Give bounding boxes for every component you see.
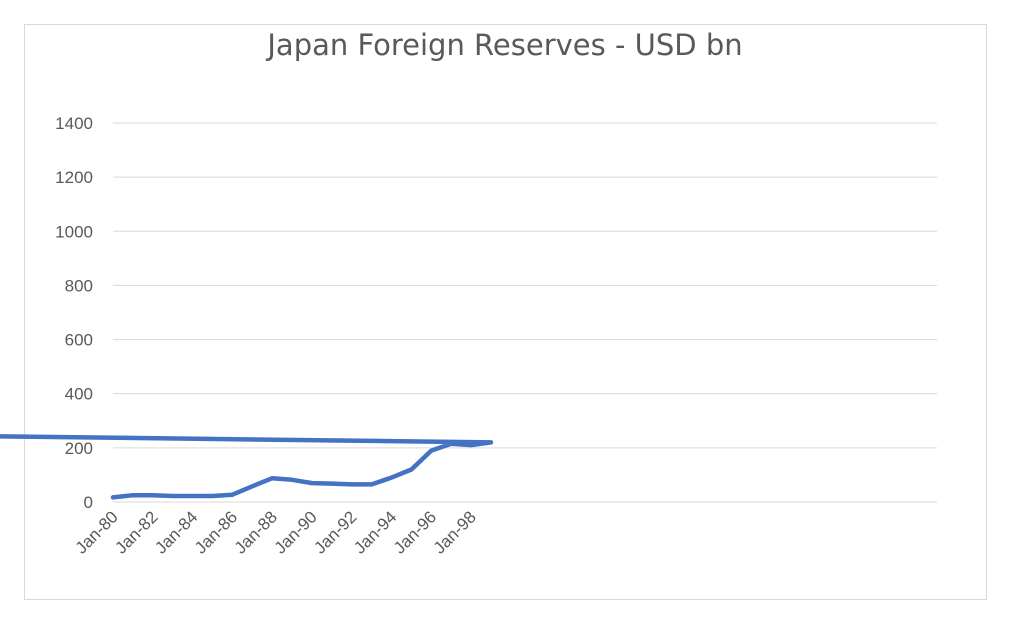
series-line — [0, 434, 494, 500]
x-tick-label: Jan-86 — [191, 507, 241, 557]
y-tick-label: 200 — [65, 439, 93, 458]
x-tick-label: Jan-98 — [430, 507, 480, 557]
gridlines — [113, 122, 937, 503]
y-axis-ticks: 0 200 400 600 800 1000 1200 1400 — [55, 114, 93, 512]
y-tick-label: 600 — [65, 331, 93, 350]
x-tick-label: Jan-82 — [111, 507, 161, 557]
x-tick-label: Jan-80 — [72, 507, 122, 557]
x-tick-label: Jan-96 — [390, 507, 440, 557]
y-tick-label: 0 — [84, 493, 93, 512]
x-tick-label: Jan-94 — [350, 507, 400, 557]
y-tick-label: 1400 — [55, 114, 93, 133]
series-layer — [0, 434, 494, 500]
x-tick-label: Jan-84 — [151, 507, 201, 557]
x-tick-label: Jan-90 — [271, 507, 321, 557]
y-tick-label: 400 — [65, 385, 93, 404]
y-tick-label: 800 — [65, 276, 93, 295]
x-axis-ticks: Jan-80Jan-82Jan-84Jan-86Jan-88Jan-90Jan-… — [72, 507, 480, 557]
x-tick-label: Jan-92 — [310, 507, 360, 557]
x-tick-label: Jan-88 — [231, 507, 281, 557]
chart-title: Japan Foreign Reserves - USD bn — [267, 28, 743, 62]
y-tick-label: 1000 — [55, 222, 93, 241]
chart-frame — [24, 24, 987, 600]
y-tick-label: 1200 — [55, 168, 93, 187]
